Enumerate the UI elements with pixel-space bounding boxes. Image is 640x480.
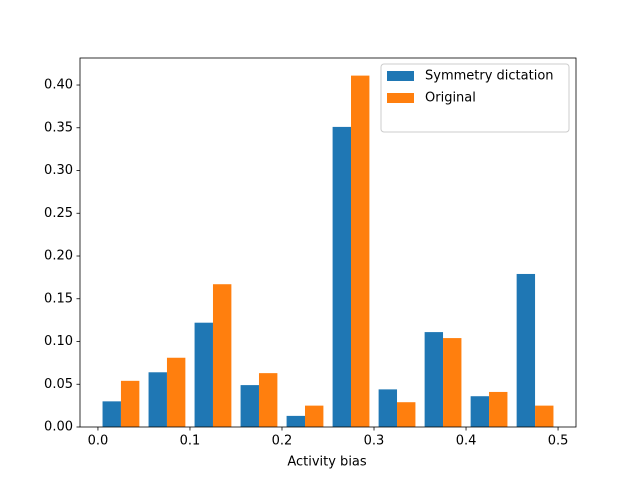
legend-box <box>380 63 570 133</box>
bar <box>240 385 259 427</box>
y-tick-label: 0.05 <box>44 377 73 392</box>
bar <box>120 380 140 427</box>
plot-frame <box>79 57 577 428</box>
bar <box>424 332 444 427</box>
bar <box>212 284 232 427</box>
bar <box>443 338 462 427</box>
y-tick-label: 0.20 <box>44 249 73 264</box>
legend-label: Symmetry dictation <box>425 69 554 84</box>
bar <box>194 322 213 427</box>
legend-swatch <box>387 71 414 81</box>
x-tick-label: 0.4 <box>456 434 477 449</box>
bar <box>351 75 370 427</box>
bar <box>304 405 324 427</box>
bar <box>470 396 490 427</box>
y-tick-label: 0.40 <box>44 78 73 93</box>
legend-swatch <box>387 93 414 103</box>
x-tick-label: 0.3 <box>364 434 385 449</box>
bar <box>258 373 278 427</box>
y-tick-label: 0.35 <box>44 120 73 135</box>
bar <box>516 273 536 427</box>
x-axis-label: Activity bias <box>287 455 367 470</box>
x-tick-label: 0.0 <box>88 434 109 449</box>
bar <box>397 402 416 427</box>
bar <box>535 405 554 427</box>
x-tick-label: 0.1 <box>180 434 201 449</box>
bar <box>286 415 305 427</box>
y-tick-label: 0.30 <box>44 163 73 178</box>
x-tick-label: 0.5 <box>548 434 569 449</box>
bar <box>332 126 352 427</box>
y-tick-label: 0.25 <box>44 206 73 221</box>
x-tick-label: 0.2 <box>272 434 293 449</box>
y-tick-label: 0.10 <box>44 334 73 349</box>
bar <box>148 372 167 427</box>
y-tick-label: 0.00 <box>44 420 73 435</box>
bar <box>378 389 398 427</box>
bar <box>489 391 508 427</box>
bar <box>102 401 121 427</box>
bar <box>166 357 186 427</box>
y-tick-label: 0.15 <box>44 291 73 306</box>
legend-label: Original <box>425 91 476 106</box>
